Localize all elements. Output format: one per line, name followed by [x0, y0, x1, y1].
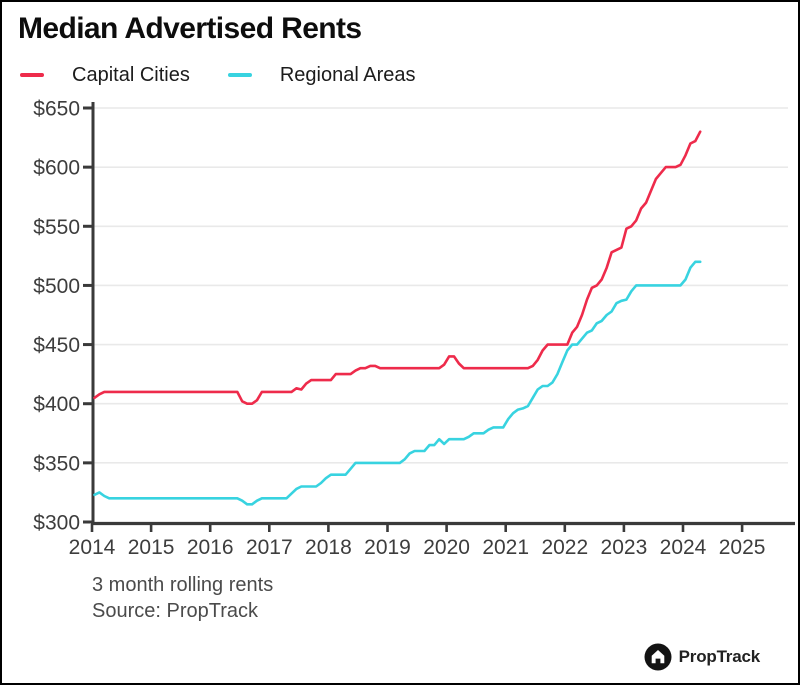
x-tick-label-2016: 2016 [187, 536, 234, 559]
x-tick-label-2023: 2023 [601, 536, 648, 559]
x-tick-label-2015: 2015 [128, 536, 175, 559]
chart-footnote: 3 month rolling rents Source: PropTrack [92, 572, 273, 624]
rents-line-chart: $300 $350 $400 $450 $500 $550 $600 $650 2014 2015… [33, 98, 795, 559]
legend-swatch-capital-cities [20, 73, 44, 77]
x-tick-label-2020: 2020 [423, 536, 470, 559]
y-tick-label-550: $550 [33, 216, 80, 239]
footnote-line-2: Source: PropTrack [92, 600, 258, 622]
x-tick-label-2025: 2025 [719, 536, 766, 559]
legend-label-regional-areas: Regional Areas [279, 63, 416, 86]
x-axis-ticks: 2014 2015 2016 2017 2018 2019 2020 2021 2022 2023… [69, 524, 766, 559]
y-tick-label-350: $350 [33, 452, 80, 475]
x-tick-label-2021: 2021 [482, 536, 529, 559]
y-tick-label-600: $600 [33, 157, 80, 180]
series-line-capital-cities [93, 130, 702, 406]
y-tick-label-450: $450 [33, 334, 80, 357]
series-line-regional-areas [93, 260, 702, 506]
x-tick-label-2022: 2022 [541, 536, 588, 559]
x-tick-label-2024: 2024 [660, 536, 707, 559]
legend-label-capital-cities: Capital Cities [72, 63, 190, 86]
gridlines [92, 107, 788, 464]
footnote-line-1: 3 month rolling rents [92, 574, 274, 596]
y-tick-label-650: $650 [33, 98, 80, 121]
y-axis-ticks: $300 $350 $400 $450 $500 $550 $600 $650 [33, 98, 92, 535]
x-tick-label-2014: 2014 [69, 536, 116, 559]
chart-title: Median Advertised Rents [18, 12, 362, 45]
x-tick-label-2019: 2019 [364, 536, 411, 559]
legend: Capital Cities Regional Areas [20, 64, 439, 86]
x-tick-label-2017: 2017 [246, 536, 293, 559]
proptrack-logo: PropTrack [644, 643, 760, 671]
proptrack-house-icon [644, 643, 672, 671]
proptrack-logo-text: PropTrack [678, 647, 761, 666]
y-tick-label-300: $300 [33, 512, 80, 535]
y-tick-label-500: $500 [33, 275, 80, 298]
x-tick-label-2018: 2018 [305, 536, 352, 559]
y-tick-label-400: $400 [33, 393, 80, 416]
legend-swatch-regional-areas [227, 73, 252, 77]
